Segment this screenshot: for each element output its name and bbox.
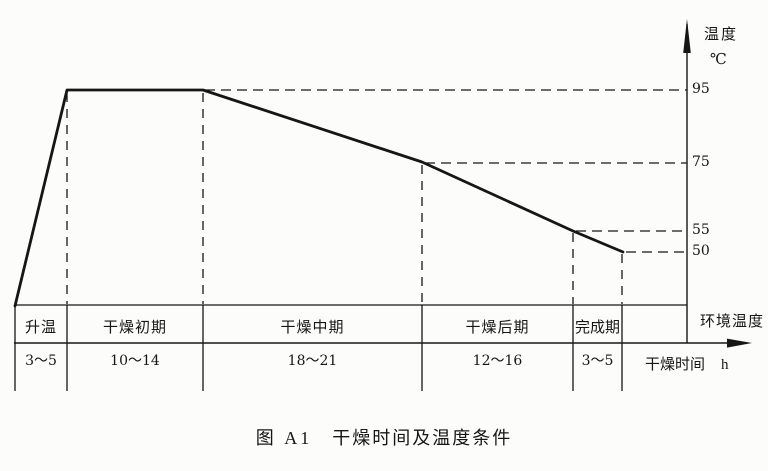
y-axis-title: 温度 — [704, 27, 739, 43]
phase-early-duration: 10～14 — [110, 353, 160, 369]
phase-heating-duration: 3～5 — [25, 353, 57, 369]
y-axis-unit: ℃ — [710, 52, 727, 68]
x-axis-unit: h — [721, 357, 729, 373]
phase-middle-label: 干燥中期 — [280, 320, 345, 336]
figure-caption-title: 干燥时间及温度条件 — [332, 428, 513, 448]
temperature-curve — [13, 88, 625, 308]
figure-caption: 图 A1 干燥时间及温度条件 — [0, 424, 768, 450]
table-grid — [14, 305, 623, 391]
y-tick-95: 95 — [692, 81, 710, 97]
y-tick-75: 75 — [692, 154, 710, 170]
phase-boundary-guides — [66, 93, 623, 304]
phase-late-duration: 12～16 — [472, 353, 523, 369]
x-axis-arrowhead-icon — [727, 338, 752, 348]
x-axis-title: 干燥时间 h — [645, 353, 729, 374]
baseline-label: 环境温度 — [700, 314, 765, 330]
temperature-guides — [205, 89, 687, 253]
phase-late-label: 干燥后期 — [465, 320, 530, 336]
phase-middle-duration: 18～21 — [287, 353, 338, 369]
y-tick-50: 50 — [692, 243, 710, 259]
phase-early-label: 干燥初期 — [102, 320, 167, 336]
x-axis-label-text: 干燥时间 — [645, 357, 706, 373]
figure-caption-label: 图 A1 — [255, 428, 313, 448]
y-axis-arrowhead-icon — [683, 19, 691, 53]
phase-final-duration: 3～5 — [581, 353, 614, 369]
y-tick-55: 55 — [692, 222, 710, 238]
phase-heating-label: 升温 — [24, 320, 57, 336]
phase-final-label: 完成期 — [574, 320, 620, 336]
